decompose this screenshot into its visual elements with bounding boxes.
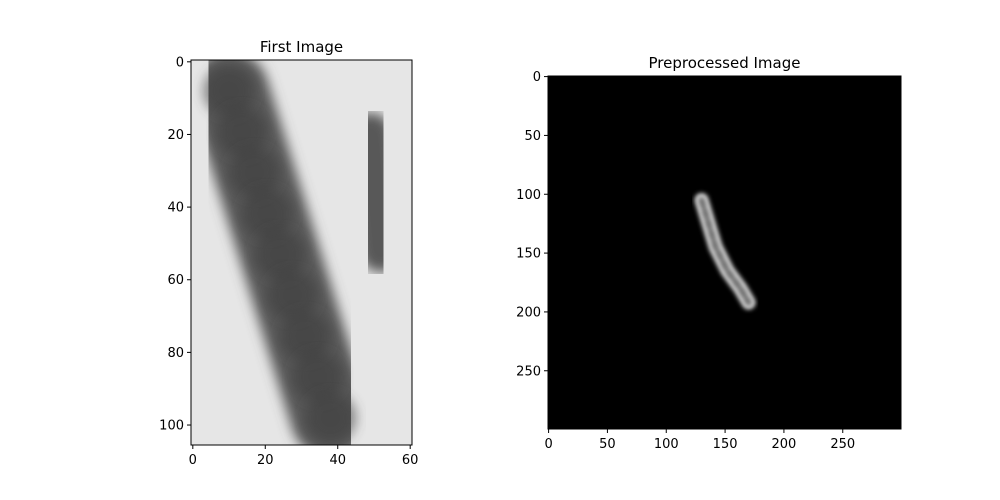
y-tick-label: 250 (516, 364, 541, 379)
y-tick-label: 40 (167, 201, 184, 216)
axes-frame (547, 75, 902, 430)
dark-blob (348, 112, 403, 273)
band-mark (203, 65, 255, 117)
subplot-preprocessed-image: Preprocessed Image 0 50 100 150 200 250 0 50 10… (516, 54, 902, 452)
x-axis-ticks: 0 50 100 150 200 250 (544, 429, 855, 452)
y-tick-label: 80 (167, 346, 184, 361)
x-tick-label: 20 (257, 453, 274, 468)
band-mark (267, 269, 318, 321)
y-tick-label: 150 (516, 247, 541, 262)
y-tick-label: 0 (176, 55, 184, 70)
y-tick-label: 60 (167, 273, 184, 288)
x-tick-label: 250 (830, 437, 855, 452)
x-axis-ticks: 0 20 40 60 (189, 445, 419, 468)
x-tick-label: 60 (402, 453, 419, 468)
band-mark (279, 310, 331, 362)
x-tick-label: 0 (544, 437, 552, 452)
band-mark (254, 228, 306, 280)
y-axis-ticks: 0 20 40 60 80 100 (159, 55, 191, 434)
x-tick-label: 50 (599, 437, 616, 452)
chart-title: Preprocessed Image (649, 54, 801, 72)
y-tick-label: 20 (167, 128, 184, 143)
y-tick-label: 100 (159, 419, 184, 434)
y-tick-label: 0 (533, 70, 541, 85)
chart-title: First Image (260, 38, 343, 56)
band-mark (241, 188, 293, 239)
image-preprocessed (548, 76, 901, 429)
subplot-first-image: First Image 0 20 40 60 0 20 40 60 80 100 (159, 38, 418, 468)
y-tick-label: 100 (516, 188, 541, 203)
band-mark (292, 351, 344, 403)
axes-frame (190, 59, 413, 446)
band-mark (216, 106, 268, 158)
x-tick-label: 200 (772, 437, 797, 452)
band-mark (229, 147, 280, 198)
x-tick-label: 150 (713, 437, 738, 452)
y-axis-ticks: 0 50 100 150 200 250 (516, 70, 548, 379)
y-tick-label: 50 (524, 129, 541, 144)
chromosome-bands (698, 196, 752, 306)
x-tick-label: 100 (654, 437, 679, 452)
y-tick-label: 200 (516, 305, 541, 320)
band-mark (305, 392, 356, 444)
x-tick-label: 40 (329, 453, 346, 468)
x-tick-label: 0 (189, 453, 197, 468)
image-first (191, 60, 412, 445)
